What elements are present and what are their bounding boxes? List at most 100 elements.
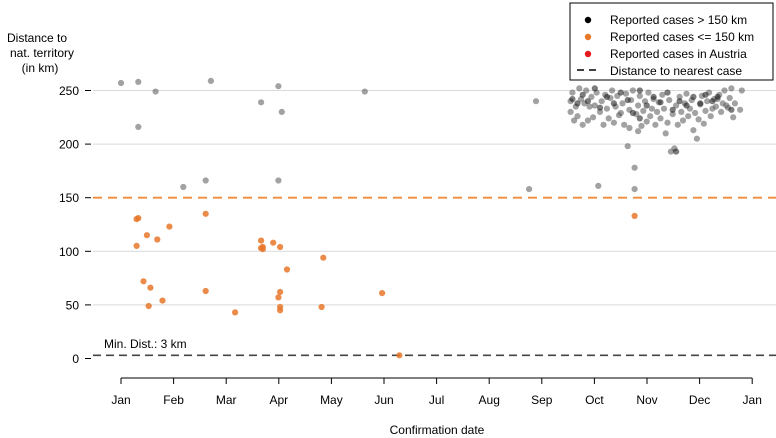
data-point-s2-13: [258, 237, 265, 244]
x-tick-label-12: Jan: [743, 393, 762, 407]
data-points: [117, 77, 745, 359]
data-point-s0-43: [638, 122, 645, 129]
data-point-s0-78: [629, 87, 637, 94]
data-point-s0-92: [669, 111, 676, 118]
data-point-s1-26: [728, 106, 735, 113]
data-point-s2-22: [277, 243, 284, 251]
data-point-s1-25: [636, 115, 643, 122]
data-point-s0-84: [645, 89, 652, 96]
data-point-s0-7: [258, 99, 265, 106]
x-tick-label-2: Mar: [216, 393, 237, 407]
data-point-s0-103: [702, 107, 709, 114]
data-point-s1-14: [657, 99, 664, 106]
data-point-s1-1: [574, 100, 581, 107]
data-point-s1-15: [664, 89, 671, 96]
x-axis-title: Confirmation date: [390, 423, 485, 437]
data-point-s0-87: [654, 108, 661, 115]
data-point-s0-62: [588, 93, 595, 100]
data-point-s0-112: [721, 87, 728, 94]
data-point-s1-2: [579, 91, 586, 98]
y-axis-title-line-2: nat. territory: [10, 46, 74, 60]
data-point-s2-12: [232, 309, 239, 316]
reference-lines: [93, 196, 776, 357]
data-point-s1-11: [636, 87, 643, 94]
x-tick-label-0: Jan: [111, 393, 130, 407]
data-point-s1-16: [669, 106, 676, 113]
legend: Reported cases > 150 km Reported cases <…: [569, 2, 774, 81]
data-point-s0-75: [622, 90, 630, 97]
data-point-s0-1: [135, 78, 142, 85]
data-point-s2-3: [140, 278, 147, 285]
data-point-s0-53: [707, 113, 714, 120]
data-point-s0-82: [640, 107, 647, 114]
data-point-s0-33: [574, 113, 581, 120]
y-tick-label-150: 150: [59, 191, 79, 205]
data-point-s0-15: [631, 186, 638, 193]
data-point-s0-42: [621, 121, 628, 128]
data-point-s0-89: [659, 91, 666, 98]
x-tick-label-9: Oct: [585, 393, 604, 407]
data-point-s2-19: [277, 288, 284, 296]
data-point-s1-8: [617, 89, 624, 96]
x-tick-label-5: Jun: [374, 393, 393, 407]
x-tick-label-8: Sep: [531, 393, 553, 407]
data-point-s0-110: [718, 108, 725, 115]
data-point-s0-38: [600, 121, 607, 128]
data-point-s2-2: [133, 242, 140, 249]
y-axis: 0 50 100 150 200 250: [59, 84, 91, 366]
data-point-s0-93: [673, 102, 680, 109]
data-point-s1-6: [603, 93, 611, 100]
data-point-s0-108: [712, 103, 720, 110]
y-tick-label-200: 200: [59, 138, 79, 152]
legend-label-gt150: Reported cases > 150 km: [610, 13, 747, 27]
data-point-s0-73: [617, 109, 624, 117]
data-point-s0-44: [643, 118, 650, 125]
data-point-s0-80: [635, 102, 642, 109]
y-axis-title: Distance to nat. territory (in km): [7, 31, 74, 75]
data-point-s0-22: [626, 124, 633, 132]
data-point-s0-4: [180, 183, 187, 191]
data-point-s0-28: [731, 100, 739, 107]
data-point-s0-21: [635, 128, 642, 135]
x-tick-label-1: Feb: [163, 393, 184, 407]
data-point-s2-11: [202, 287, 209, 295]
data-point-s0-90: [660, 105, 668, 112]
y-tick-label-50: 50: [66, 298, 80, 312]
data-point-s0-60: [583, 87, 590, 94]
data-point-s0-111: [719, 100, 726, 107]
data-point-s0-20: [693, 135, 701, 142]
y-tick-label-250: 250: [59, 84, 79, 98]
data-point-s0-34: [579, 121, 586, 128]
legend-swatch-le150: [584, 33, 592, 41]
data-point-s1-22: [709, 98, 716, 105]
x-tick-label-3: Apr: [269, 393, 288, 407]
data-point-s0-10: [275, 177, 282, 184]
data-point-s0-37: [590, 114, 597, 121]
data-point-s2-23: [283, 266, 291, 273]
legend-swatch-gt150: [584, 16, 592, 24]
data-point-s2-6: [147, 284, 154, 291]
data-point-s0-17: [624, 143, 631, 150]
data-point-s2-5: [145, 302, 152, 310]
data-point-s0-8: [275, 83, 282, 90]
data-point-s0-32: [571, 117, 578, 124]
data-point-s0-12: [526, 186, 533, 193]
data-point-s2-1: [135, 215, 142, 222]
data-point-s0-50: [685, 113, 692, 120]
y-axis-title-line-3: (in km): [22, 61, 59, 75]
legend-label-austria: Reported cases in Austria: [610, 47, 747, 61]
data-point-s0-3: [152, 88, 159, 95]
data-point-s2-18: [275, 294, 282, 301]
data-point-s0-74: [619, 100, 626, 107]
data-point-s2-10: [202, 210, 209, 217]
data-point-s1-4: [591, 85, 598, 92]
legend-label-nearest: Distance to nearest case: [610, 64, 742, 78]
data-point-s0-48: [674, 121, 681, 128]
data-point-s0-63: [591, 102, 598, 109]
data-point-s0-23: [662, 130, 669, 137]
data-point-s2-21: [277, 307, 284, 314]
data-point-s0-9: [278, 108, 285, 115]
data-point-s1-12: [643, 102, 650, 109]
data-point-s0-61: [586, 103, 593, 110]
data-point-s0-91: [666, 97, 673, 104]
